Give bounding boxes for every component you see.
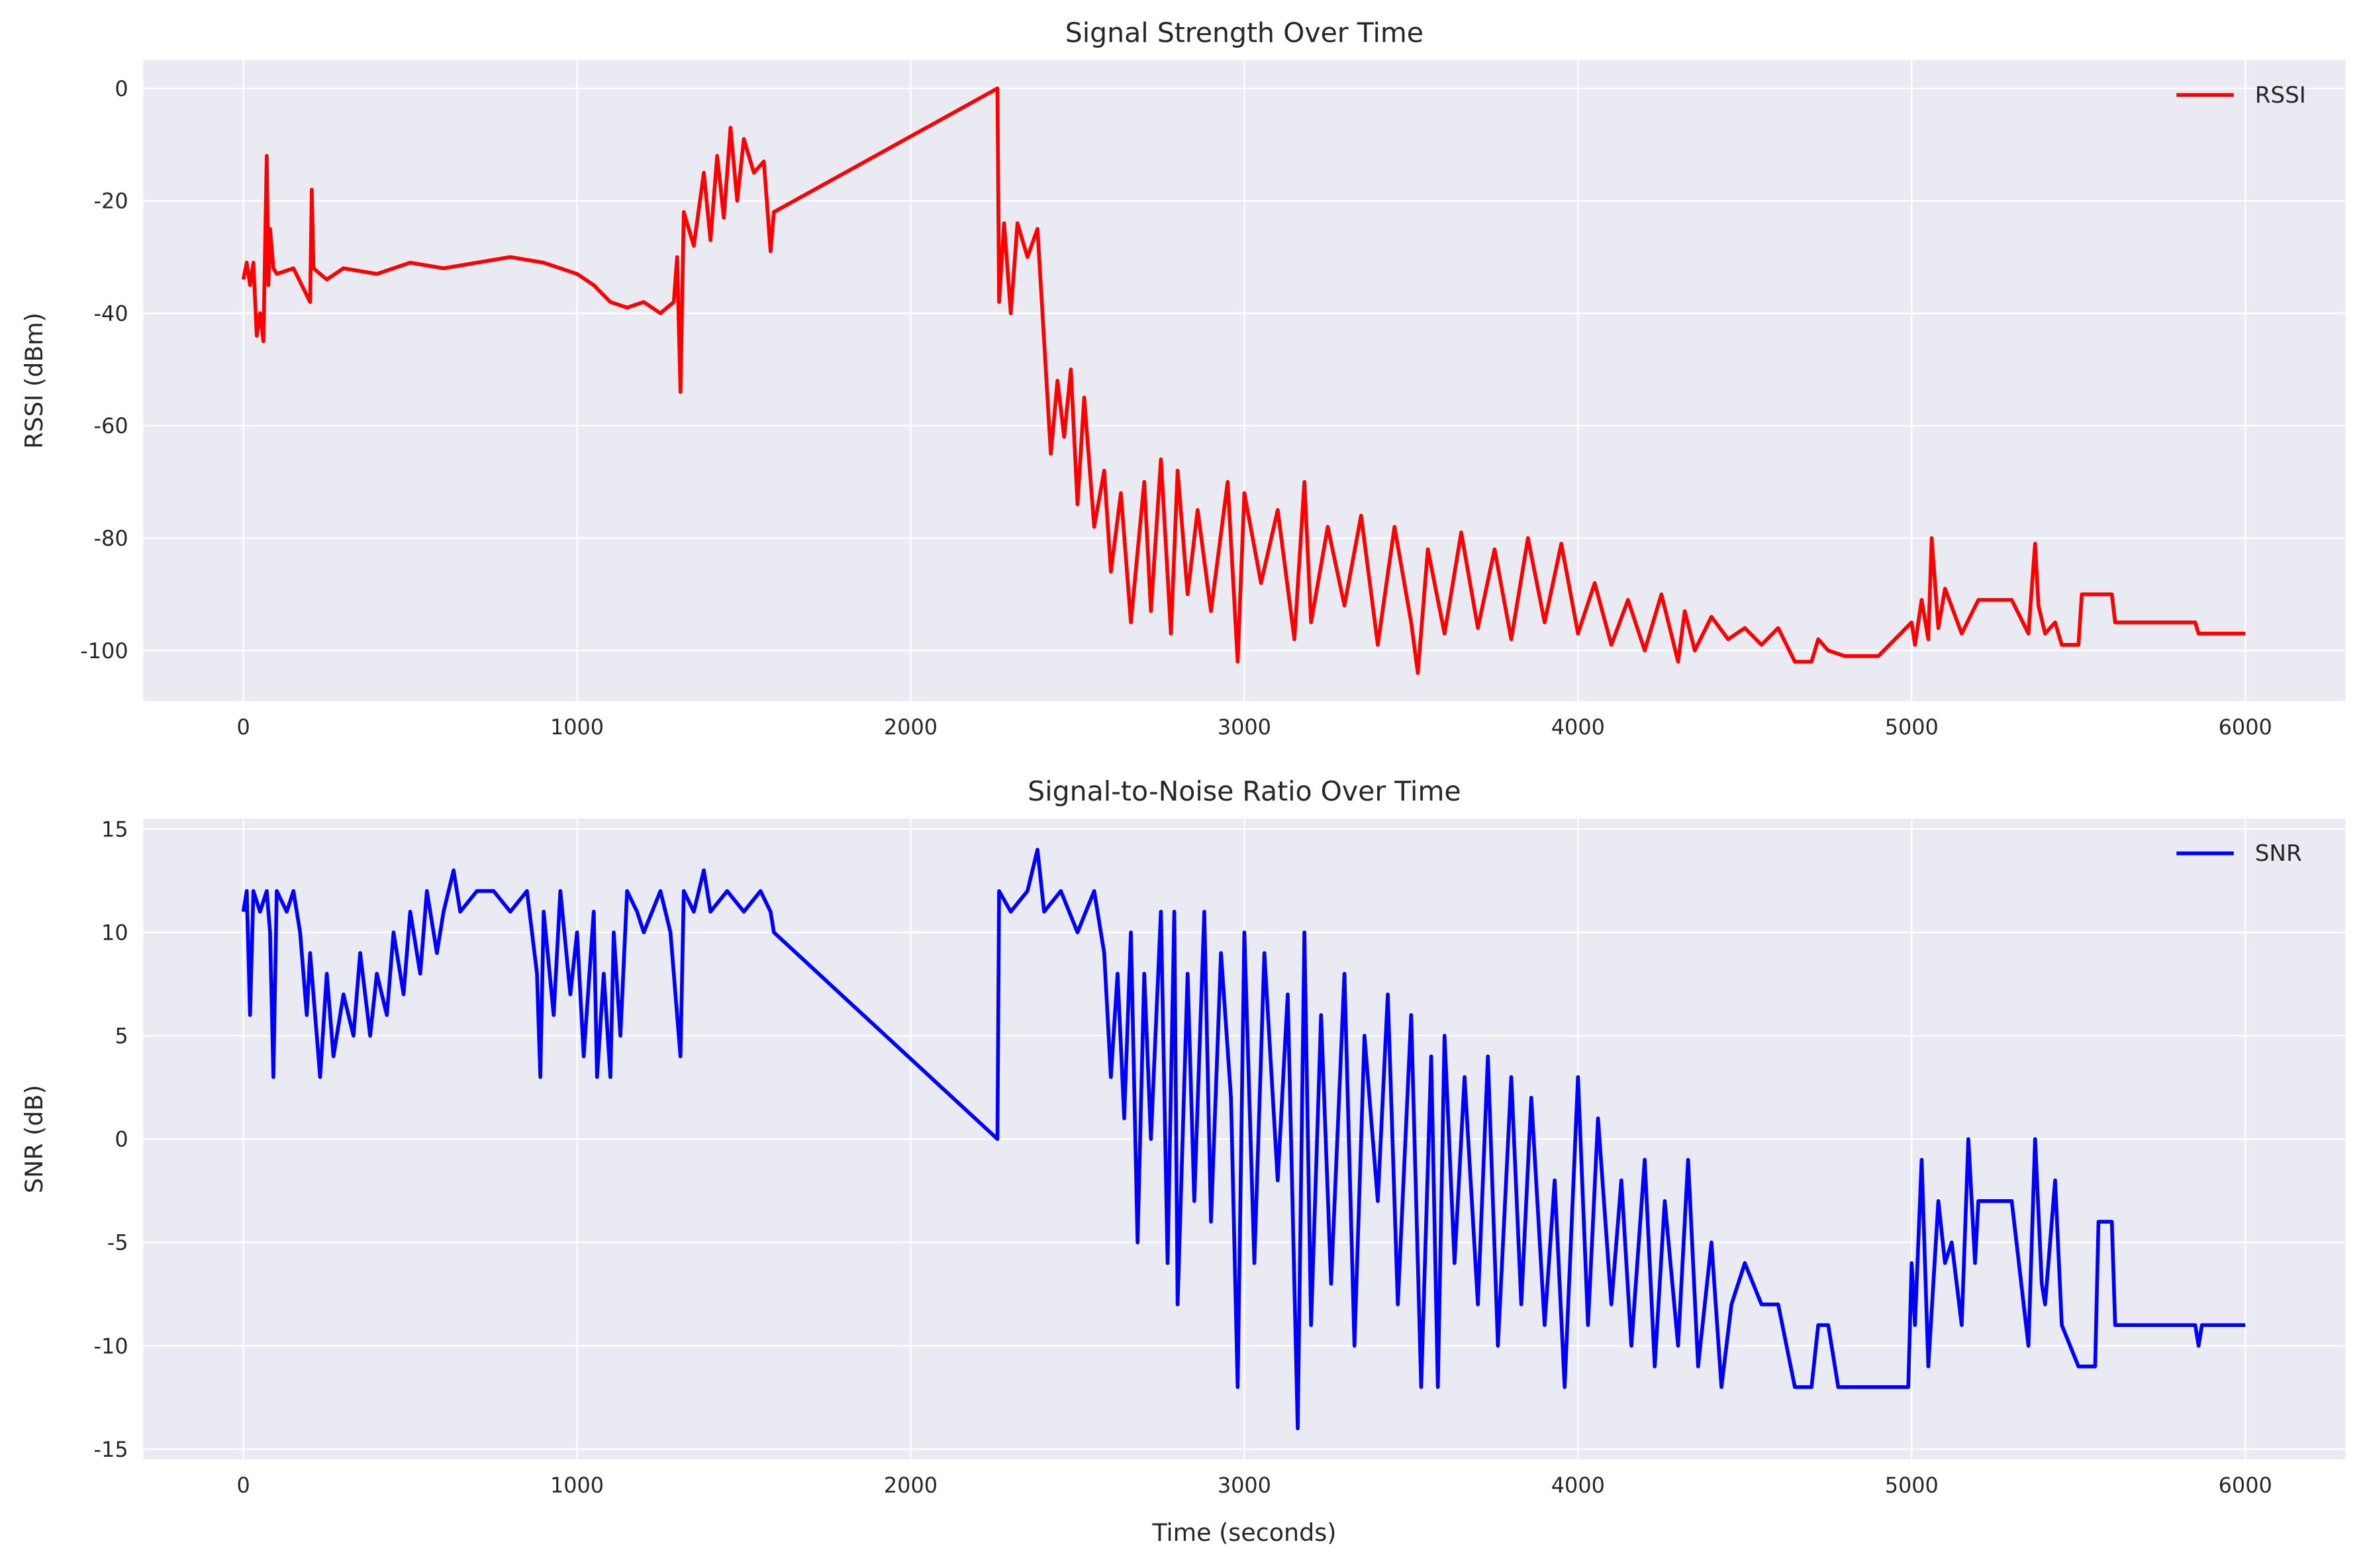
x-tick-label: 2000 [884,1473,938,1498]
y-tick-label: -60 [94,413,128,438]
chart-panel: 0 1000 2000 3000 4000 5000 6000 -100 -80 -60 -40 -2… [20,17,2346,740]
data-line [241,86,2246,675]
y-tick-label: 5 [115,1024,128,1049]
chart-title: Signal-to-Noise Ratio Over Time [1028,775,1461,807]
y-tick-label: 15 [101,816,128,842]
y-tick-label: -5 [107,1230,128,1255]
y-tick-label: -20 [94,189,128,214]
data-line [241,848,2246,1431]
legend-label: SNR [2255,840,2302,867]
x-tick-label: 3000 [1218,714,1271,740]
x-tick-label: 1000 [550,1473,604,1498]
legend-label: RSSI [2255,82,2306,109]
x-axis-label: Time (seconds) [1151,1518,1336,1547]
x-tick-label: 3000 [1218,1473,1271,1498]
y-tick-label: -80 [94,526,128,551]
data-group [241,848,2246,1431]
y-tick-label: -10 [94,1334,128,1359]
x-tick-label: 4000 [1551,714,1605,740]
x-tick-label: 4000 [1551,1473,1605,1498]
y-axis-label: SNR (dB) [20,1085,48,1193]
x-tick-label: 0 [236,714,250,740]
x-tick-label: 2000 [884,714,938,740]
y-axis-label: RSSI (dBm) [20,313,48,449]
x-tick-label: 6000 [2219,1473,2272,1498]
y-tick-label: 10 [101,920,128,945]
chart-title: Signal Strength Over Time [1065,17,1424,49]
data-group [241,86,2246,675]
x-tick-label: 6000 [2219,714,2272,740]
y-tick-label: 0 [115,76,128,101]
chart-panel: 0 1000 2000 3000 4000 5000 6000 -15 -10 -5 0 5 10 15 S… [20,775,2346,1547]
x-tick-label: 5000 [1885,1473,1939,1498]
y-tick-label: -15 [94,1437,128,1462]
x-tick-label: 0 [236,1473,250,1498]
x-tick-label: 5000 [1885,714,1939,740]
y-tick-label: 0 [115,1127,128,1152]
x-tick-label: 1000 [550,714,604,740]
y-tick-label: -100 [80,638,128,663]
y-tick-label: -40 [94,301,128,326]
